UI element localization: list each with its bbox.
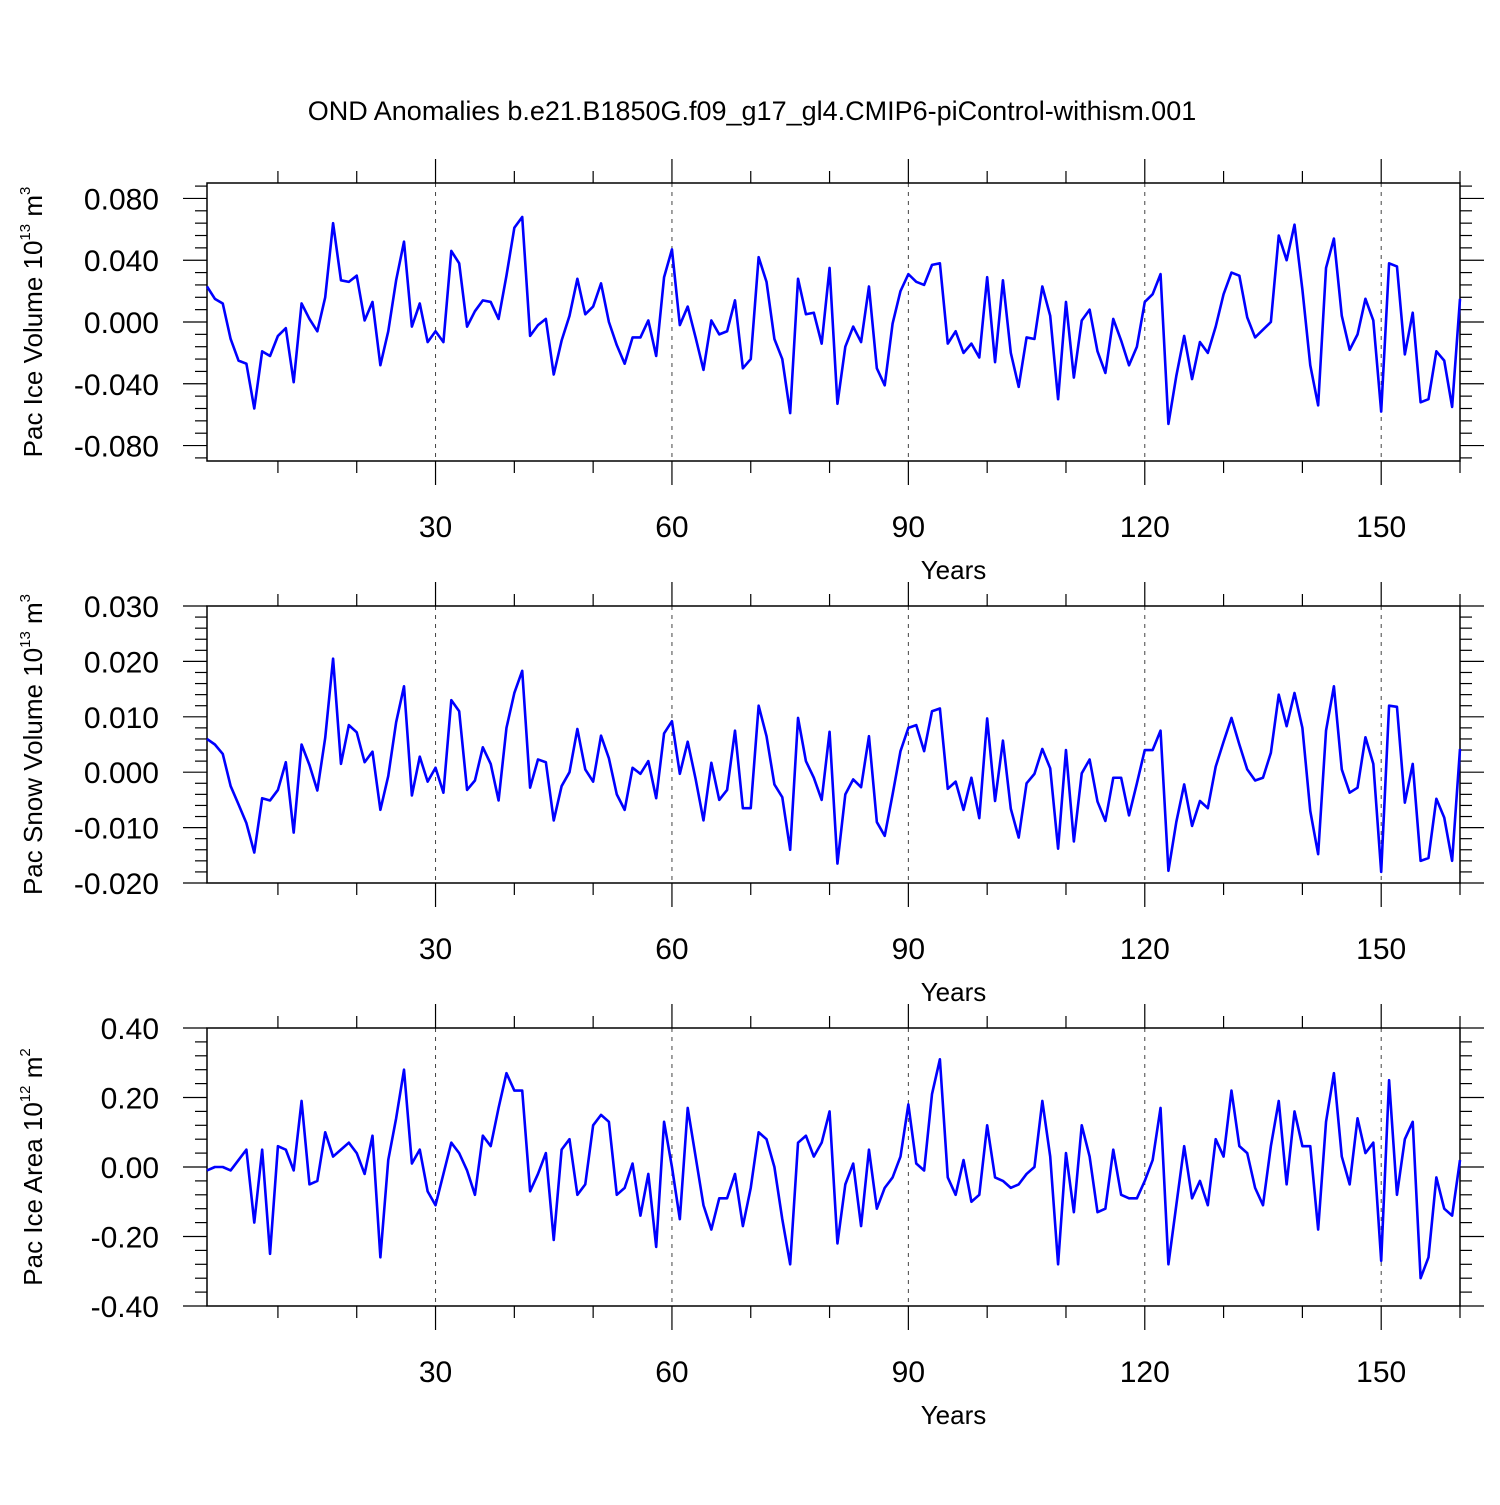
chart-title: OND Anomalies b.e21.B1850G.f09_g17_gl4.C… — [308, 96, 1196, 126]
y-tick-label: 0.040 — [84, 245, 159, 278]
snow-volume-series-line — [206, 657, 1462, 874]
x-axis-title: Years — [921, 555, 987, 585]
x-tick-label: 120 — [1120, 511, 1170, 544]
ice-area-panel: 30 60 90 120 150 0.40 0.20 0.00 -0.20 -0.40 Years P… — [17, 1004, 1484, 1430]
y-tick-label: -0.040 — [74, 369, 159, 402]
x-axis-title: Years — [921, 977, 987, 1007]
ice-area-series-line — [206, 1057, 1462, 1280]
y-tick-label: 0.020 — [84, 646, 159, 679]
y-tick-label: 0.010 — [84, 702, 159, 735]
y-axis-title: Pac Snow Volume 1013 m3 — [17, 594, 48, 895]
ice-volume-panel: 30 60 90 120 150 0.080 0.040 0.000 -0.040 -0.080 Y… — [17, 159, 1484, 585]
x-tick-label: 120 — [1120, 933, 1170, 966]
x-tick-label: 120 — [1120, 1356, 1170, 1389]
x-tick-label: 90 — [892, 511, 925, 544]
y-axis-unit-exponent: 13 — [17, 631, 34, 648]
plot-frame — [206, 605, 1461, 884]
y-tick-label: 0.40 — [101, 1013, 159, 1046]
x-tick-label: 60 — [655, 511, 688, 544]
y-axis-unit-exponent: 2 — [17, 1048, 34, 1056]
ice-volume-series-line — [205, 215, 1462, 426]
x-tick-label: 60 — [655, 1356, 688, 1389]
y-axis-title-text: m — [18, 602, 48, 631]
y-tick-label: -0.20 — [91, 1222, 159, 1255]
y-axis-title-text: Pac Ice Area 10 — [18, 1102, 48, 1286]
y-axis-title-text: m — [18, 195, 48, 224]
x-tick-label: 30 — [419, 511, 452, 544]
y-tick-label: 0.000 — [84, 757, 159, 790]
y-axis-unit-exponent: 3 — [17, 187, 34, 195]
x-tick-label: 90 — [892, 933, 925, 966]
x-tick-label: 60 — [655, 933, 688, 966]
x-tick-label: 30 — [419, 1356, 452, 1389]
y-tick-label: -0.010 — [74, 813, 159, 846]
x-tick-label: 150 — [1356, 511, 1406, 544]
y-tick-label: -0.40 — [91, 1291, 159, 1324]
y-tick-label: -0.020 — [74, 868, 159, 901]
y-axis-title-text: m — [18, 1057, 48, 1086]
y-tick-label: 0.00 — [101, 1152, 159, 1185]
x-axis-title: Years — [921, 1400, 987, 1430]
y-axis-title-text: Pac Ice Volume 10 — [18, 241, 48, 458]
y-tick-label: 0.20 — [101, 1083, 159, 1116]
y-axis-title: Pac Ice Volume 1013 m3 — [17, 187, 48, 458]
x-tick-label: 30 — [419, 933, 452, 966]
y-axis-unit-exponent: 12 — [17, 1085, 34, 1102]
y-axis-unit-exponent: 3 — [17, 594, 34, 602]
x-tick-label: 90 — [892, 1356, 925, 1389]
y-tick-label: 0.000 — [84, 307, 159, 340]
y-tick-label: -0.080 — [74, 431, 159, 464]
x-tick-label: 150 — [1356, 1356, 1406, 1389]
y-axis-title: Pac Ice Area 1012 m2 — [17, 1048, 48, 1285]
x-tick-label: 150 — [1356, 933, 1406, 966]
y-tick-label: 0.030 — [84, 591, 159, 624]
y-tick-label: 0.080 — [84, 183, 159, 216]
y-axis-unit-exponent: 13 — [17, 224, 34, 241]
snow-volume-panel: 30 60 90 120 150 0.030 0.020 0.010 0.000 -0.010 -0… — [17, 582, 1484, 1007]
y-axis-title-text: Pac Snow Volume 10 — [18, 648, 48, 895]
